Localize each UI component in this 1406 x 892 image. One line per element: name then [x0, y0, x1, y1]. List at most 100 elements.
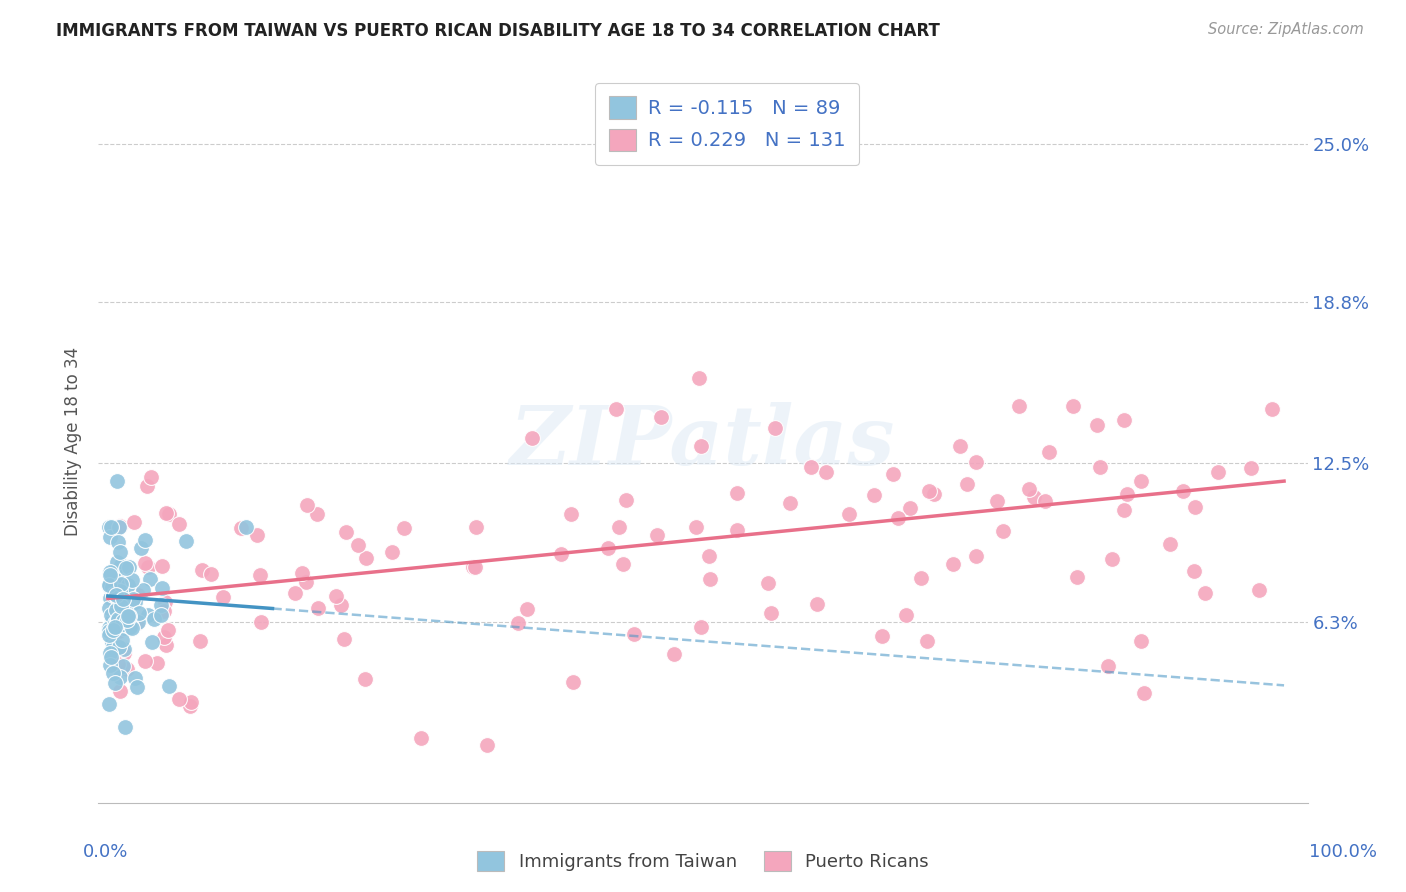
Point: [250, 615, 273, 629]
Legend: Immigrants from Taiwan, Puerto Ricans: Immigrants from Taiwan, Puerto Ricans: [470, 844, 936, 879]
Point: [118, 619, 141, 633]
Point: [153, 595, 176, 609]
Point: [104, 676, 127, 690]
Point: [354, 551, 377, 566]
Point: [1038, 444, 1060, 458]
Point: [915, 633, 938, 648]
Point: [612, 557, 634, 571]
Point: [141, 469, 163, 483]
Point: [870, 629, 893, 643]
Point: [1085, 418, 1108, 433]
Point: [464, 560, 486, 574]
Point: [1130, 634, 1153, 648]
Point: [335, 524, 357, 539]
Point: [150, 581, 173, 595]
Point: [1194, 586, 1216, 600]
Point: [325, 589, 347, 603]
Point: [105, 474, 128, 488]
Point: [898, 500, 921, 515]
Point: [1088, 460, 1111, 475]
Point: [110, 576, 132, 591]
Point: [955, 476, 977, 491]
Point: [124, 671, 146, 685]
Point: [1024, 490, 1046, 504]
Point: [114, 720, 136, 734]
Point: [346, 537, 368, 551]
Legend: R = -0.115   N = 89, R = 0.229   N = 131: R = -0.115 N = 89, R = 0.229 N = 131: [595, 83, 859, 165]
Point: [354, 672, 377, 686]
Point: [98, 646, 121, 660]
Point: [756, 575, 779, 590]
Point: [110, 558, 132, 572]
Point: [690, 620, 713, 634]
Point: [169, 516, 191, 531]
Point: [662, 647, 685, 661]
Point: [112, 614, 135, 628]
Point: [155, 506, 177, 520]
Point: [107, 619, 129, 633]
Point: [105, 604, 128, 618]
Point: [910, 571, 932, 585]
Point: [146, 656, 169, 670]
Point: [134, 556, 156, 570]
Point: [1249, 582, 1271, 597]
Point: [157, 507, 180, 521]
Point: [329, 599, 352, 613]
Point: [174, 533, 197, 548]
Point: [211, 591, 233, 605]
Point: [1182, 564, 1205, 578]
Point: [150, 559, 173, 574]
Point: [965, 455, 987, 469]
Point: [1173, 483, 1195, 498]
Point: [806, 597, 828, 611]
Point: [465, 520, 488, 534]
Point: [108, 519, 131, 533]
Point: [520, 431, 543, 445]
Point: [863, 488, 886, 502]
Point: [149, 608, 172, 623]
Point: [179, 698, 201, 713]
Point: [121, 621, 143, 635]
Point: [516, 601, 538, 615]
Point: [108, 520, 131, 534]
Point: [135, 478, 157, 492]
Point: [139, 572, 162, 586]
Point: [103, 576, 125, 591]
Point: [1260, 402, 1282, 417]
Point: [100, 608, 122, 623]
Point: [98, 658, 121, 673]
Point: [108, 544, 131, 558]
Point: [690, 440, 713, 454]
Point: [191, 563, 214, 577]
Point: [112, 642, 135, 657]
Point: [246, 528, 269, 542]
Point: [131, 582, 153, 597]
Point: [128, 606, 150, 620]
Point: [688, 371, 710, 385]
Point: [110, 618, 132, 632]
Point: [307, 507, 329, 521]
Point: [120, 619, 142, 633]
Point: [231, 521, 253, 535]
Point: [1206, 465, 1229, 479]
Point: [1008, 399, 1031, 413]
Point: [122, 515, 145, 529]
Point: [596, 541, 619, 556]
Point: [153, 631, 176, 645]
Point: [965, 549, 987, 563]
Point: [110, 583, 132, 598]
Point: [1116, 487, 1139, 501]
Point: [112, 621, 135, 635]
Point: [759, 606, 782, 620]
Point: [101, 580, 124, 594]
Point: [560, 508, 582, 522]
Point: [104, 569, 127, 583]
Point: [108, 640, 131, 654]
Point: [101, 623, 124, 637]
Point: [1101, 552, 1123, 566]
Point: [111, 632, 134, 647]
Point: [1097, 659, 1119, 673]
Point: [104, 612, 127, 626]
Point: [105, 603, 128, 617]
Point: [121, 573, 143, 587]
